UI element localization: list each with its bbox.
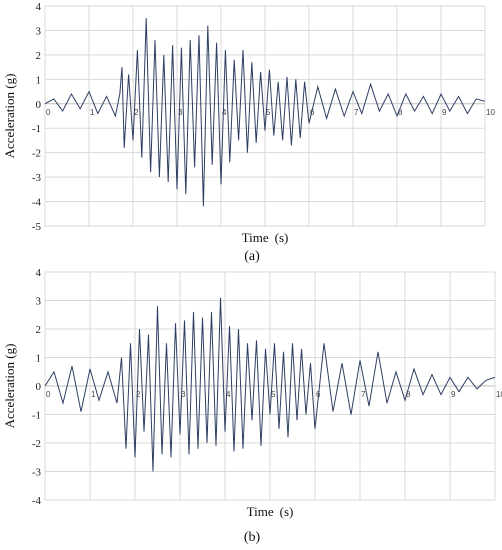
x-tick-label: 3 — [178, 108, 183, 117]
y-axis-title-b: Acceleration (g) — [2, 344, 17, 429]
y-tick-label: 1 — [36, 353, 42, 365]
panel-label-a: (a) — [244, 249, 260, 264]
panel-label-b: (b) — [244, 530, 261, 545]
y-tick-label: 3 — [36, 25, 42, 37]
y-tick-label: -2 — [32, 438, 41, 450]
y-axis-title-a: Acceleration (g) — [2, 74, 17, 159]
x-tick-label: 7 — [361, 390, 366, 399]
y-tick-label: 3 — [36, 296, 42, 308]
x-tick-label: 10 — [486, 108, 495, 117]
y-tick-label: 0 — [36, 99, 42, 111]
x-tick-label: 4 — [222, 108, 227, 117]
x-tick-label: 1 — [91, 390, 96, 399]
x-axis-title-b: Time (s) — [247, 504, 294, 519]
x-axis-unit-b: (s) — [280, 504, 294, 519]
x-tick-label: 2 — [134, 108, 139, 117]
y-tick-label: 2 — [36, 324, 42, 336]
x-tick-label: 2 — [136, 390, 141, 399]
x-tick-label: 9 — [442, 108, 447, 117]
x-tick-label: 7 — [354, 108, 359, 117]
y-tick-label: 2 — [36, 50, 42, 62]
x-tick-label: 4 — [226, 390, 231, 399]
y-tick-label: -3 — [32, 467, 42, 479]
x-axis-title-text-a: Time — [242, 230, 269, 245]
gridlines-a — [44, 5, 486, 227]
y-tick-label: 4 — [36, 1, 42, 13]
y-tick-label: -1 — [32, 410, 41, 422]
x-tick-label: 8 — [406, 390, 411, 399]
y-tick-label: -4 — [32, 197, 42, 209]
x-tick-label: 6 — [310, 108, 315, 117]
y-tick-label: -3 — [32, 172, 42, 184]
y-tick-label: -2 — [32, 148, 41, 160]
series-line-a — [44, 18, 486, 207]
x-tick-label: 0 — [46, 390, 51, 399]
y-tick-label: -4 — [32, 495, 42, 507]
x-tick-label: 8 — [398, 108, 403, 117]
y-tick-labels-a: 4 3 2 1 0 -1 -2 -3 -4 -5 — [32, 1, 42, 233]
y-tick-label: -5 — [32, 221, 42, 233]
x-tick-label: 5 — [271, 390, 276, 399]
series-line-b — [44, 297, 496, 472]
y-tick-label: 4 — [36, 267, 42, 279]
x-axis-title-a: Time (s) — [242, 230, 289, 245]
x-tick-labels-a: 0 1 2 3 4 5 6 7 8 9 10 — [46, 108, 495, 117]
y-tick-label: 1 — [36, 74, 42, 86]
x-tick-label: 3 — [181, 390, 186, 399]
x-tick-label: 5 — [266, 108, 271, 117]
y-tick-label: -1 — [32, 123, 41, 135]
x-axis-title-text-b: Time — [247, 504, 274, 519]
x-tick-label: 10 — [496, 390, 502, 399]
x-tick-label: 9 — [451, 390, 456, 399]
y-tick-label: 0 — [36, 381, 42, 393]
x-axis-unit-a: (s) — [275, 230, 289, 245]
x-tick-label: 1 — [90, 108, 95, 117]
x-tick-label: 0 — [46, 108, 51, 117]
y-tick-labels-b: 4 3 2 1 0 -1 -2 -3 -4 — [32, 267, 42, 507]
